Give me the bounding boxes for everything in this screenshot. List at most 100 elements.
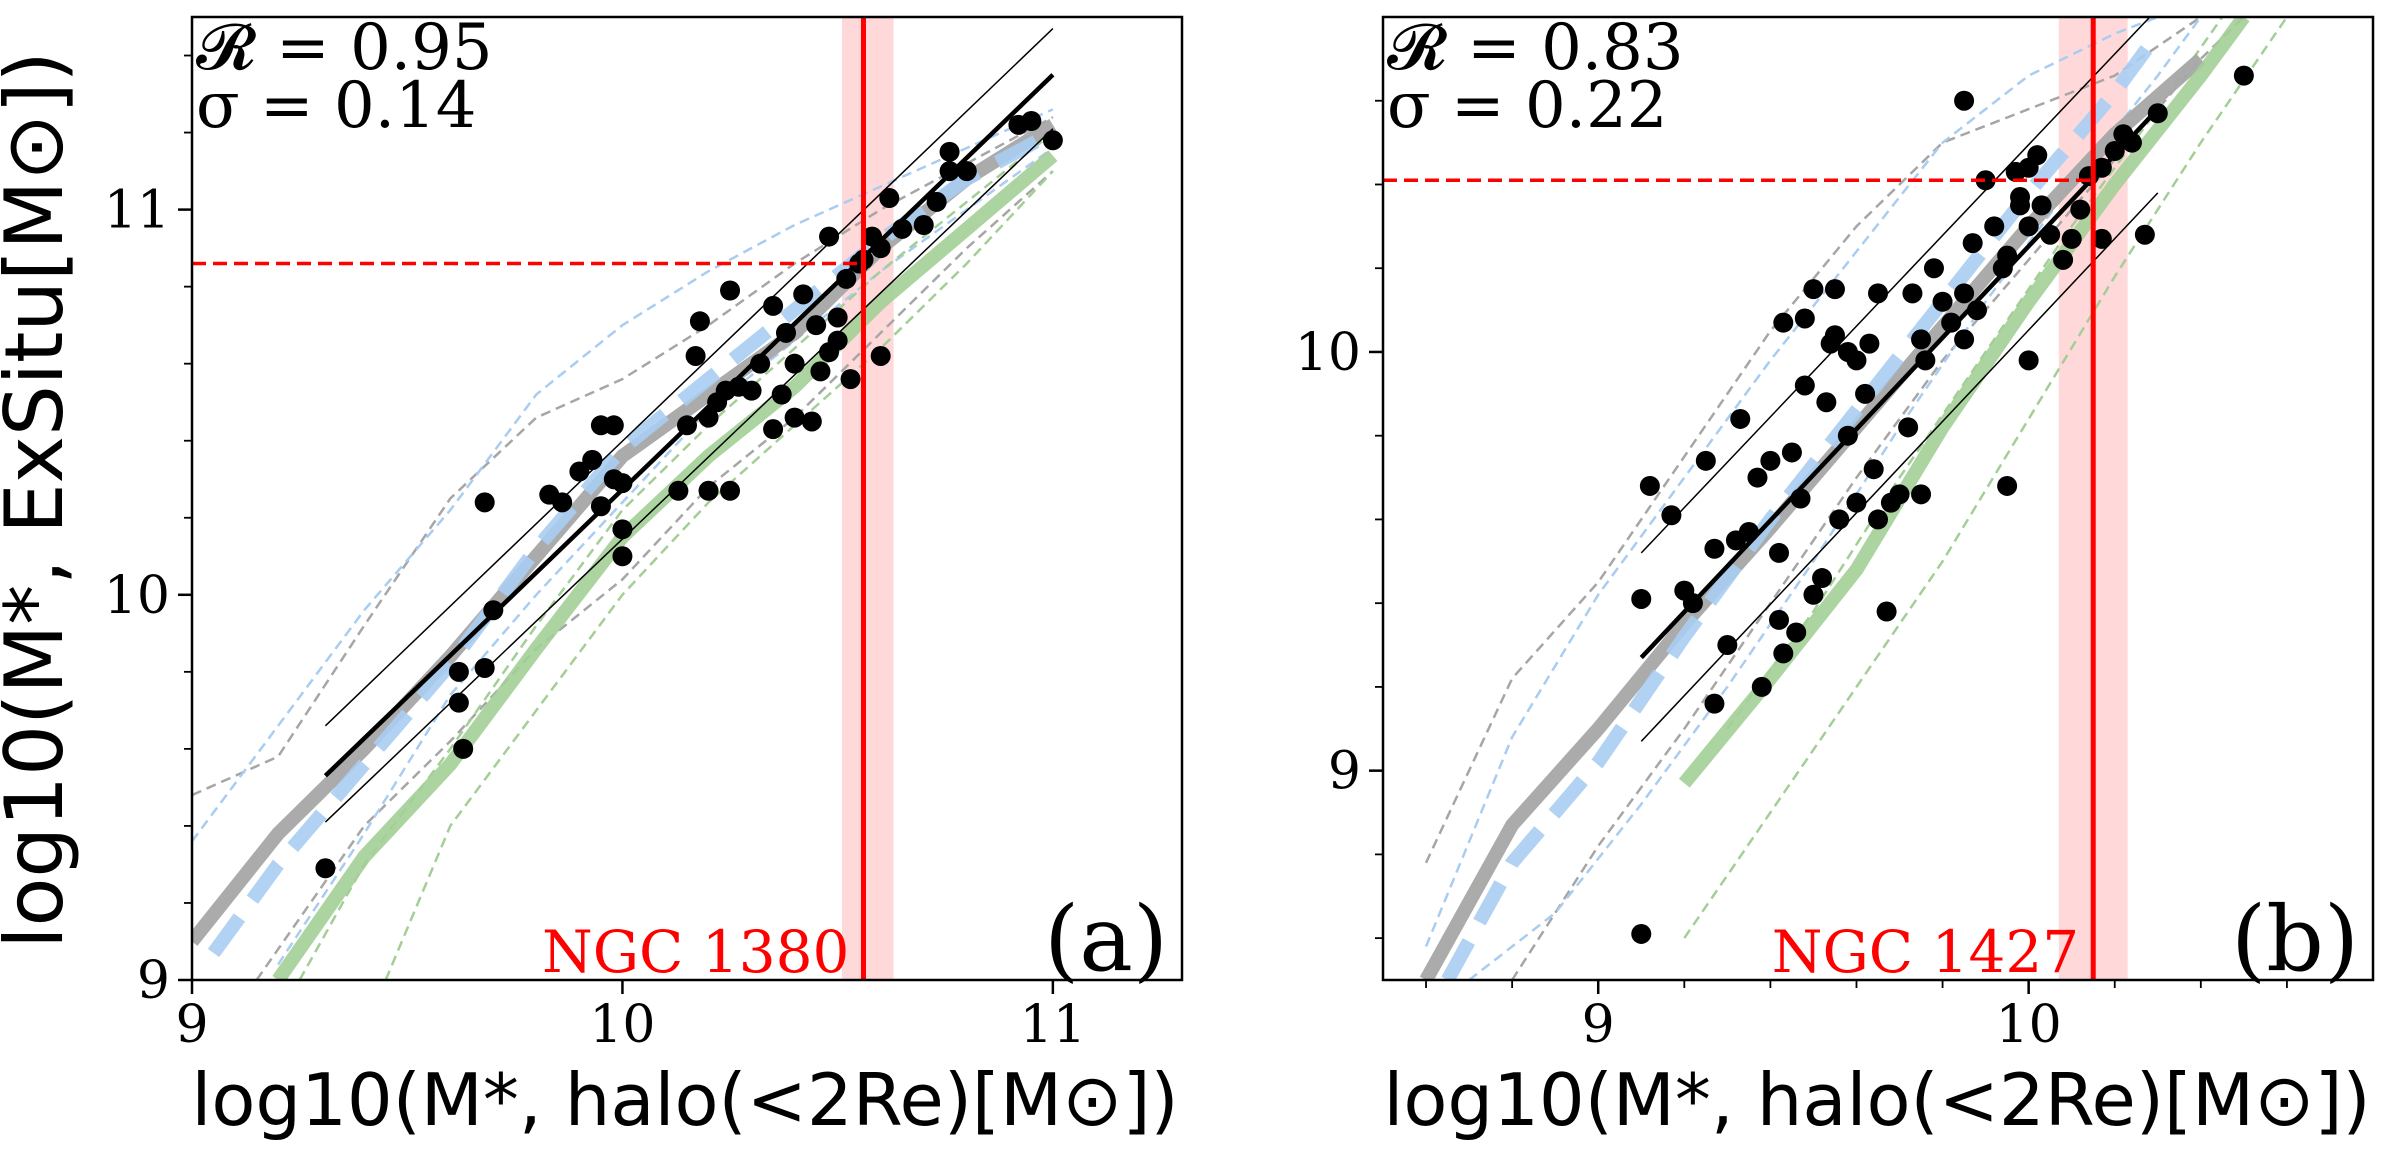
data-point-53	[1967, 300, 1987, 321]
y-tick-label-0: 9	[137, 951, 170, 1011]
data-point-18	[1773, 312, 1794, 333]
data-point-13	[1747, 467, 1768, 488]
data-point-48	[939, 161, 960, 182]
data-point-42	[1889, 484, 1910, 505]
data-point-19	[1773, 643, 1794, 664]
data-point-81	[1868, 283, 1888, 304]
blue-envelope-line-1	[277, 146, 1054, 966]
fit-scatter-lower-line	[324, 128, 1054, 823]
data-point-9	[569, 461, 590, 482]
panel-letter-label: (a)	[1044, 887, 1168, 992]
data-point-13	[590, 496, 611, 517]
data-point-73	[2134, 224, 2155, 245]
gray-envelope-line-1	[1511, 17, 2245, 980]
galaxy-name-label: NGC 1380	[542, 918, 850, 986]
data-point-54	[840, 369, 861, 390]
data-point-24	[720, 480, 741, 501]
data-point-29	[689, 311, 710, 332]
green-envelope-line-0	[384, 170, 1054, 980]
data-point-24	[1794, 308, 1815, 329]
data-point-37	[827, 307, 848, 328]
y-tick-label-1: 10	[1295, 323, 1361, 383]
data-point-1	[1631, 588, 1652, 609]
data-point-15	[1760, 450, 1781, 471]
green-envelope-line-1	[298, 131, 1054, 980]
data-point-56	[763, 419, 784, 440]
data-point-20	[698, 407, 719, 428]
data-point-45	[1911, 329, 1932, 350]
data-point-12	[603, 415, 624, 436]
data-point-14	[1751, 676, 1772, 697]
data-point-65	[2061, 228, 2082, 249]
data-point-58	[784, 353, 805, 374]
data-point-23	[698, 480, 719, 501]
data-point-62	[2031, 195, 2052, 216]
data-point-6	[474, 492, 495, 513]
blue-median-line	[1441, 29, 2164, 980]
plot-area	[192, 17, 1063, 980]
panel-b: 9 10 9 10 𝓡 = 0.83σ = 0.22 NGC 1427 (b)	[1295, 11, 2375, 1055]
correlation-label: 𝓡 = 0.95	[196, 11, 493, 85]
data-point-79	[2010, 187, 2031, 208]
data-point-50	[1954, 283, 1975, 304]
y-axis-label: log10(M*, ExSitu[M⊙])	[0, 51, 81, 949]
data-point-16	[612, 546, 633, 567]
data-point-30	[1824, 279, 1845, 300]
data-point-54	[1975, 170, 1996, 191]
x-tick-label-1: 10	[1996, 995, 2062, 1055]
y-tick-label-1: 10	[104, 566, 170, 626]
x-tick-label-0: 9	[1582, 995, 1615, 1055]
data-point-23	[1794, 375, 1815, 396]
data-point-8	[552, 492, 573, 513]
data-point-83	[1911, 484, 1932, 505]
data-point-49	[939, 141, 960, 162]
data-point-47	[1923, 258, 1944, 279]
observation-uncertainty-band	[841, 17, 894, 980]
sigma-label: σ = 0.14	[196, 69, 477, 143]
data-point-31	[1829, 509, 1850, 530]
data-point-32	[793, 284, 814, 305]
data-point-75	[2233, 65, 2254, 86]
sigma-label: σ = 0.22	[1387, 69, 1668, 143]
data-point-22	[1790, 488, 1811, 509]
data-point-43	[870, 345, 891, 366]
data-point-37	[1859, 333, 1880, 354]
data-point-78	[1954, 90, 1975, 111]
data-point-38	[836, 268, 857, 289]
data-point-3	[448, 661, 469, 682]
plot-frame	[190, 15, 1184, 982]
data-point-48	[1932, 291, 1953, 312]
data-point-58	[1997, 475, 2018, 496]
data-point-2	[448, 692, 469, 713]
data-point-34	[1846, 350, 1867, 371]
data-point-25	[1803, 279, 1824, 300]
gray-envelope-line-0	[1424, 17, 2202, 864]
gray-envelope-line-0	[192, 116, 1054, 797]
data-point-80	[2027, 145, 2048, 166]
data-point-11	[1730, 408, 1751, 429]
blue-envelope-line-0	[192, 108, 1054, 843]
data-point-46	[1915, 350, 1936, 371]
data-point-52	[1962, 233, 1983, 254]
data-point-44	[1902, 283, 1923, 304]
data-point-26	[1803, 584, 1824, 605]
x-tick-label-2: 11	[1020, 995, 1086, 1055]
plot-frame	[1381, 15, 2375, 982]
x-tick-label-1: 10	[589, 995, 655, 1055]
data-point-52	[1021, 111, 1042, 132]
data-point-39	[1868, 509, 1888, 530]
data-point-8	[1704, 693, 1725, 714]
data-point-69	[2091, 228, 2112, 249]
plot-area	[1383, 17, 2288, 980]
data-point-63	[2040, 224, 2061, 245]
data-point-59	[771, 384, 792, 405]
data-point-21	[1786, 622, 1807, 643]
blue-envelope-line-0	[1424, 17, 2159, 947]
data-point-64	[2053, 249, 2074, 270]
data-point-2	[1639, 475, 1660, 496]
data-point-3	[1661, 505, 1682, 526]
data-point-27	[1812, 568, 1833, 589]
data-point-38	[1863, 459, 1884, 480]
green-median-line	[1678, 17, 2250, 788]
